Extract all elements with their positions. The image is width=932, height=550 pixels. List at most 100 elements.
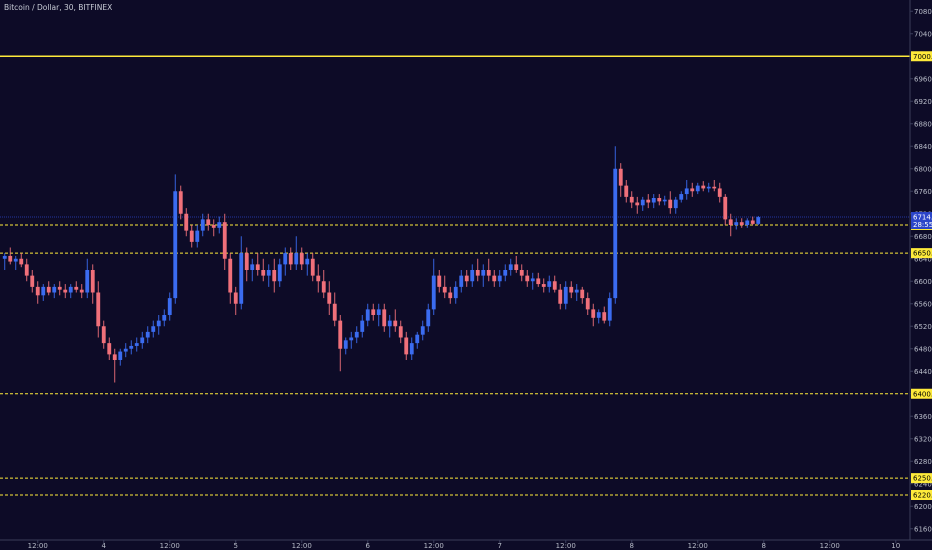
candle-body bbox=[206, 219, 211, 225]
x-tick-label: 12:00 bbox=[292, 542, 312, 550]
candle-body bbox=[112, 354, 117, 360]
y-tick-label: 6440.0 bbox=[914, 368, 932, 376]
candle-body bbox=[717, 188, 722, 197]
candle-body bbox=[580, 289, 585, 299]
candle-body bbox=[668, 199, 673, 209]
candle-body bbox=[184, 213, 189, 231]
candle-body bbox=[239, 253, 244, 304]
candle-body bbox=[552, 281, 557, 290]
candle-body bbox=[365, 309, 370, 321]
candle-body bbox=[167, 298, 172, 315]
candle-body bbox=[690, 188, 695, 192]
candle-body bbox=[745, 220, 750, 225]
candle-body bbox=[261, 270, 266, 276]
candle-body bbox=[420, 326, 425, 335]
candle-body bbox=[343, 340, 348, 349]
candle-body bbox=[739, 222, 744, 225]
candle-body bbox=[624, 185, 629, 197]
candle-body bbox=[57, 286, 62, 290]
candle-body bbox=[426, 309, 431, 327]
candle-body bbox=[349, 337, 354, 341]
x-tick-label: 5 bbox=[234, 542, 238, 550]
candle-body bbox=[222, 222, 227, 259]
candle-body bbox=[459, 275, 464, 287]
candle-body bbox=[211, 225, 216, 228]
candle-body bbox=[574, 289, 579, 293]
current-price-tag-label: 6714.2 bbox=[913, 214, 932, 222]
y-tick-label: 6480.0 bbox=[914, 345, 932, 353]
candle-body bbox=[712, 186, 717, 189]
candle-body bbox=[360, 320, 365, 332]
candle-body bbox=[8, 255, 13, 262]
candle-body bbox=[41, 286, 46, 296]
level-tag-label: 7000.0 bbox=[913, 53, 932, 61]
candle-body bbox=[387, 320, 392, 327]
candle-body bbox=[266, 270, 271, 276]
candle-body bbox=[585, 298, 590, 310]
candle-body bbox=[134, 343, 139, 346]
candle-body bbox=[101, 326, 106, 344]
x-tick-label: 8 bbox=[630, 542, 634, 550]
candle-body bbox=[327, 292, 332, 304]
x-tick-label: 12:00 bbox=[160, 542, 180, 550]
y-tick-label: 6200.0 bbox=[914, 503, 932, 511]
candle-body bbox=[464, 275, 469, 282]
candle-body bbox=[475, 270, 480, 276]
candle-body bbox=[316, 275, 321, 282]
candle-body bbox=[19, 258, 24, 265]
current-price-countdown: 28:55 bbox=[913, 221, 932, 229]
x-tick-label: 7 bbox=[498, 542, 502, 550]
candle-body bbox=[530, 278, 535, 282]
candle-body bbox=[541, 284, 546, 287]
current-price-tag-box bbox=[911, 212, 932, 230]
candle-body bbox=[453, 286, 458, 299]
candle-body bbox=[68, 286, 73, 293]
candle-body bbox=[525, 275, 530, 282]
x-tick-label: 12:00 bbox=[820, 542, 840, 550]
candle-body bbox=[305, 258, 310, 265]
candle-body bbox=[96, 292, 101, 327]
candle-body bbox=[85, 270, 90, 293]
candle-body bbox=[503, 270, 508, 276]
candle-body bbox=[129, 345, 134, 349]
level-tag-box bbox=[911, 248, 932, 259]
candle-body bbox=[354, 331, 359, 338]
candle-body bbox=[602, 312, 607, 321]
level-tag-label: 6250.0 bbox=[913, 475, 932, 483]
candles[interactable] bbox=[2, 146, 761, 383]
candle-body bbox=[519, 270, 524, 276]
candle-body bbox=[79, 289, 84, 293]
candle-body bbox=[756, 217, 761, 224]
candle-body bbox=[701, 185, 706, 189]
candle-body bbox=[195, 230, 200, 242]
y-tick-label: 6280.0 bbox=[914, 458, 932, 466]
candle-body bbox=[156, 320, 161, 327]
candle-body bbox=[228, 258, 233, 293]
candle-body bbox=[288, 253, 293, 265]
candle-body bbox=[283, 253, 288, 265]
y-tick-label: 6840.0 bbox=[914, 143, 932, 151]
candle-body bbox=[684, 188, 689, 195]
candle-body bbox=[613, 168, 618, 299]
candle-body bbox=[162, 315, 167, 321]
candle-body bbox=[107, 343, 112, 355]
candle-body bbox=[728, 219, 733, 225]
candle-body bbox=[481, 270, 486, 276]
level-tag-label: 6650.0 bbox=[913, 250, 932, 258]
candle-body bbox=[750, 220, 755, 224]
level-tag-box bbox=[911, 490, 932, 500]
candle-body bbox=[123, 348, 128, 352]
candle-body bbox=[409, 343, 414, 355]
level-tag-label: 6400.0 bbox=[913, 390, 932, 398]
candle-body bbox=[24, 264, 29, 276]
y-tick-label: 6160.0 bbox=[914, 525, 932, 533]
candle-body bbox=[272, 270, 277, 282]
chart-title: Bitcoin / Dollar, 30, BITFINEX bbox=[4, 3, 112, 12]
time-axis[interactable]: 12:00 4 12:00 5 12:00 6 12:00 7 12:00 8 12:00 8 12:0… bbox=[28, 540, 901, 550]
y-tick-label: 7040.0 bbox=[914, 30, 932, 38]
candle-body bbox=[679, 194, 684, 200]
x-tick-label: 12:00 bbox=[688, 542, 708, 550]
price-axis[interactable]: 6160.0 6200.0 6240.0 6280.0 6320.0 6360.0 6400… bbox=[910, 8, 932, 534]
candle-body bbox=[376, 309, 381, 315]
